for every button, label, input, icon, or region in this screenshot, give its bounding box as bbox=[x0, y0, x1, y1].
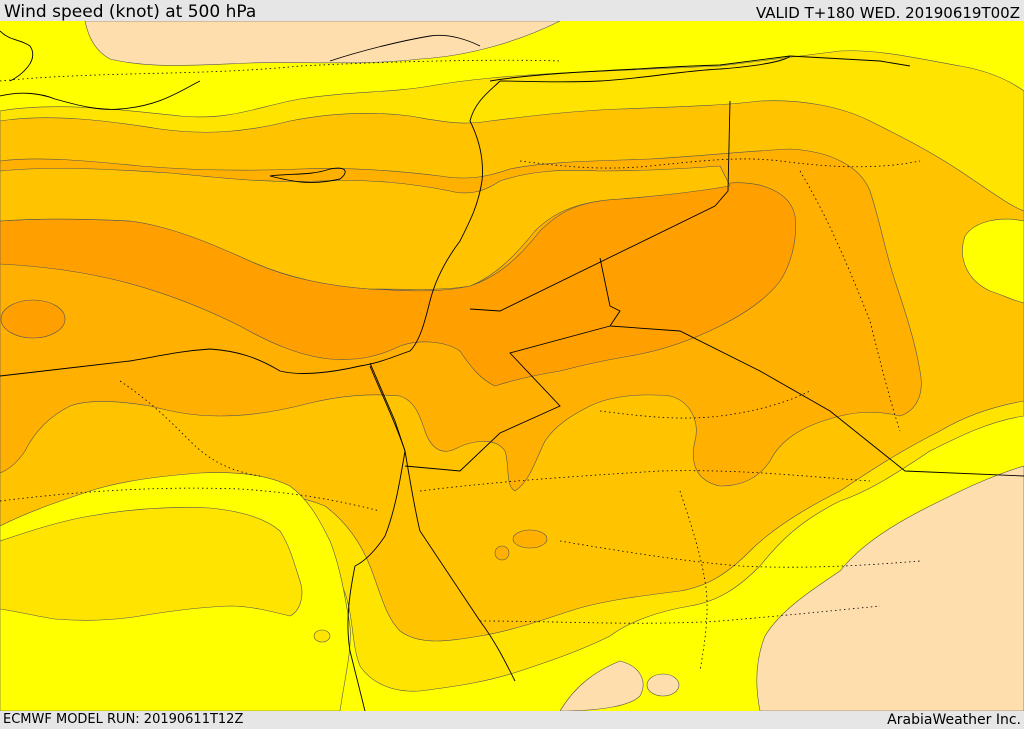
wind-band-1-east bbox=[962, 218, 1024, 304]
map-footer: ECMWF MODEL RUN: 20190611T12Z ArabiaWeat… bbox=[0, 711, 1024, 729]
admin-boundaries bbox=[0, 59, 921, 672]
wind-core-spot-west bbox=[0, 299, 66, 339]
low-wind-spot bbox=[646, 673, 680, 697]
valid-time: VALID T+180 WED. 20190619T00Z bbox=[755, 4, 1020, 22]
map-title: Wind speed (knot) at 500 hPa bbox=[4, 2, 257, 22]
wind-spot-tiny bbox=[313, 629, 331, 643]
credit-label: ArabiaWeather Inc. bbox=[887, 712, 1021, 728]
model-run-label: ECMWF MODEL RUN: 20190611T12Z bbox=[3, 712, 244, 727]
low-wind-area-north bbox=[84, 21, 561, 66]
wind-core-spot-small bbox=[494, 545, 510, 561]
map-header: Wind speed (knot) at 500 hPa VALID T+180… bbox=[0, 0, 1024, 21]
wind-core-spot-south bbox=[512, 529, 548, 549]
country-borders bbox=[369, 55, 1024, 477]
wind-band-3-stripe bbox=[0, 165, 731, 290]
low-wind-area-south bbox=[559, 660, 644, 711]
wind-speed-map bbox=[0, 21, 1024, 711]
wind-band-2-west bbox=[0, 507, 303, 621]
coastlines bbox=[0, 30, 791, 711]
low-wind-area-southeast bbox=[756, 465, 1024, 711]
